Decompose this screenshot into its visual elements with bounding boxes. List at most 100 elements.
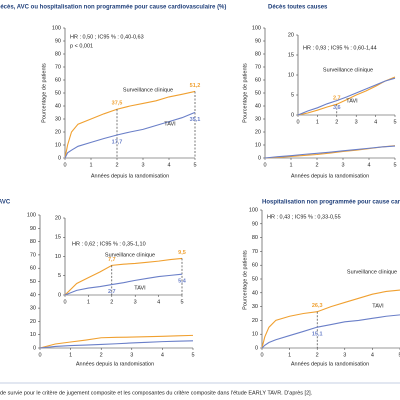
y-tick-label: 5 [291, 92, 294, 98]
series-name: TAVI [346, 98, 358, 104]
y-tick-label: 10 [55, 142, 61, 148]
x-tick-label: 4 [371, 352, 374, 358]
y-tick-label: 20 [55, 129, 61, 135]
y-tick-label: 0 [33, 345, 36, 351]
y-tick-label: 20 [288, 32, 294, 38]
x-tick-label: 4 [374, 119, 377, 125]
y-tick-label: 40 [255, 103, 261, 109]
y-tick-label: 80 [252, 235, 258, 241]
y-tick-label: 60 [55, 77, 61, 83]
x-tick-label: 1 [288, 352, 291, 358]
curve [64, 257, 183, 296]
y-tick-label: 60 [252, 263, 258, 269]
x-tick-label: 2 [110, 299, 113, 305]
y-tick-label: 50 [30, 279, 36, 285]
y-tick-label: 100 [249, 207, 258, 213]
series-name: Surveillance clinique [105, 252, 155, 258]
curve [297, 77, 396, 116]
panel: Décès, AVC ou hospitalisation non progra… [0, 5, 226, 180]
value-label: 3,6 [333, 105, 341, 111]
annotation: HR : 0,50 ; IC95 % : 0,40-0,63 [70, 34, 144, 40]
y-tick-label: 10 [255, 142, 261, 148]
curve [261, 314, 400, 349]
y-tick-label: 70 [255, 64, 261, 70]
x-tick-label: 5 [393, 119, 396, 125]
y-tick-label: 80 [255, 51, 261, 57]
x-tick-label: 5 [193, 162, 196, 168]
panel-title: AVC [0, 200, 11, 206]
series-name: Surveillance clinique [323, 67, 373, 73]
y-tick-label: 10 [55, 254, 61, 260]
y-tick-label: 30 [30, 306, 36, 312]
x-tick-label: 0 [38, 352, 41, 358]
y-tick-label: 0 [258, 155, 261, 161]
x-tick-label: 1 [316, 119, 319, 125]
curve [64, 273, 183, 296]
panel-title: Décès toutes causes [268, 5, 328, 11]
curve [39, 334, 194, 349]
y-tick-label: 10 [252, 332, 258, 338]
y-tick-label: 20 [55, 215, 61, 221]
y-tick-label: 40 [30, 292, 36, 298]
x-tick-label: 3 [343, 352, 346, 358]
y-tick-label: 0 [58, 292, 61, 298]
value-label: 15,1 [312, 332, 323, 338]
y-tick-label: 60 [255, 77, 261, 83]
y-tick-label: 30 [255, 116, 261, 122]
series-name: TAVI [164, 121, 176, 127]
series-name: Surveillance clinique [123, 87, 173, 93]
y-tick-label: 100 [52, 25, 61, 31]
y-tick-label: 100 [252, 25, 261, 31]
y-tick-label: 0 [58, 155, 61, 161]
value-label: 9,5 [178, 250, 186, 256]
y-tick-label: 90 [30, 226, 36, 232]
curve [264, 145, 396, 159]
y-tick-label: 100 [27, 212, 36, 218]
y-tick-label: 20 [252, 318, 258, 324]
y-tick-label: 50 [252, 276, 258, 282]
annotation: HR : 0,62 ; IC95 % : 0,35-1,10 [72, 241, 146, 247]
y-axis-label: Pourcentage de patients [242, 250, 248, 310]
y-tick-label: 90 [252, 221, 258, 227]
value-label: 2,7 [108, 289, 116, 295]
x-tick-label: 0 [296, 119, 299, 125]
series-name: TAVI [372, 303, 384, 309]
y-tick-label: 10 [288, 72, 294, 78]
x-tick-label: 2 [100, 352, 103, 358]
y-tick-label: 30 [55, 116, 61, 122]
series-name: TAVI [134, 285, 146, 291]
x-tick-label: 3 [130, 352, 133, 358]
x-tick-label: 5 [191, 352, 194, 358]
y-tick-label: 40 [252, 290, 258, 296]
y-tick-label: 90 [55, 38, 61, 44]
value-label: 5,4 [178, 279, 187, 285]
x-tick-label: 3 [134, 299, 137, 305]
curve [39, 340, 194, 349]
y-tick-label: 0 [291, 112, 294, 118]
y-tick-label: 20 [255, 129, 261, 135]
x-tick-label: 2 [315, 162, 318, 168]
y-tick-label: 20 [30, 319, 36, 325]
x-tick-label: 4 [157, 299, 160, 305]
x-tick-label: 3 [341, 162, 344, 168]
value-label: 35,1 [190, 117, 201, 123]
x-tick-label: 1 [69, 352, 72, 358]
y-tick-label: 40 [55, 103, 61, 109]
y-tick-label: 5 [58, 273, 61, 279]
x-tick-label: 3 [355, 119, 358, 125]
y-tick-label: 80 [55, 51, 61, 57]
y-tick-label: 80 [30, 239, 36, 245]
x-tick-label: 0 [260, 352, 263, 358]
x-tick-label: 0 [63, 299, 66, 305]
caption: de survie pour le critère de jugement co… [0, 390, 313, 396]
y-tick-label: 60 [30, 266, 36, 272]
annotation: p < 0,001 [70, 43, 93, 49]
series-name: Surveillance clinique [347, 269, 397, 275]
curve [64, 111, 196, 159]
y-axis-label: Pourcentage de patients [242, 63, 248, 123]
y-tick-label: 15 [288, 52, 294, 58]
value-label: 51,2 [190, 83, 201, 89]
y-tick-label: 90 [255, 38, 261, 44]
